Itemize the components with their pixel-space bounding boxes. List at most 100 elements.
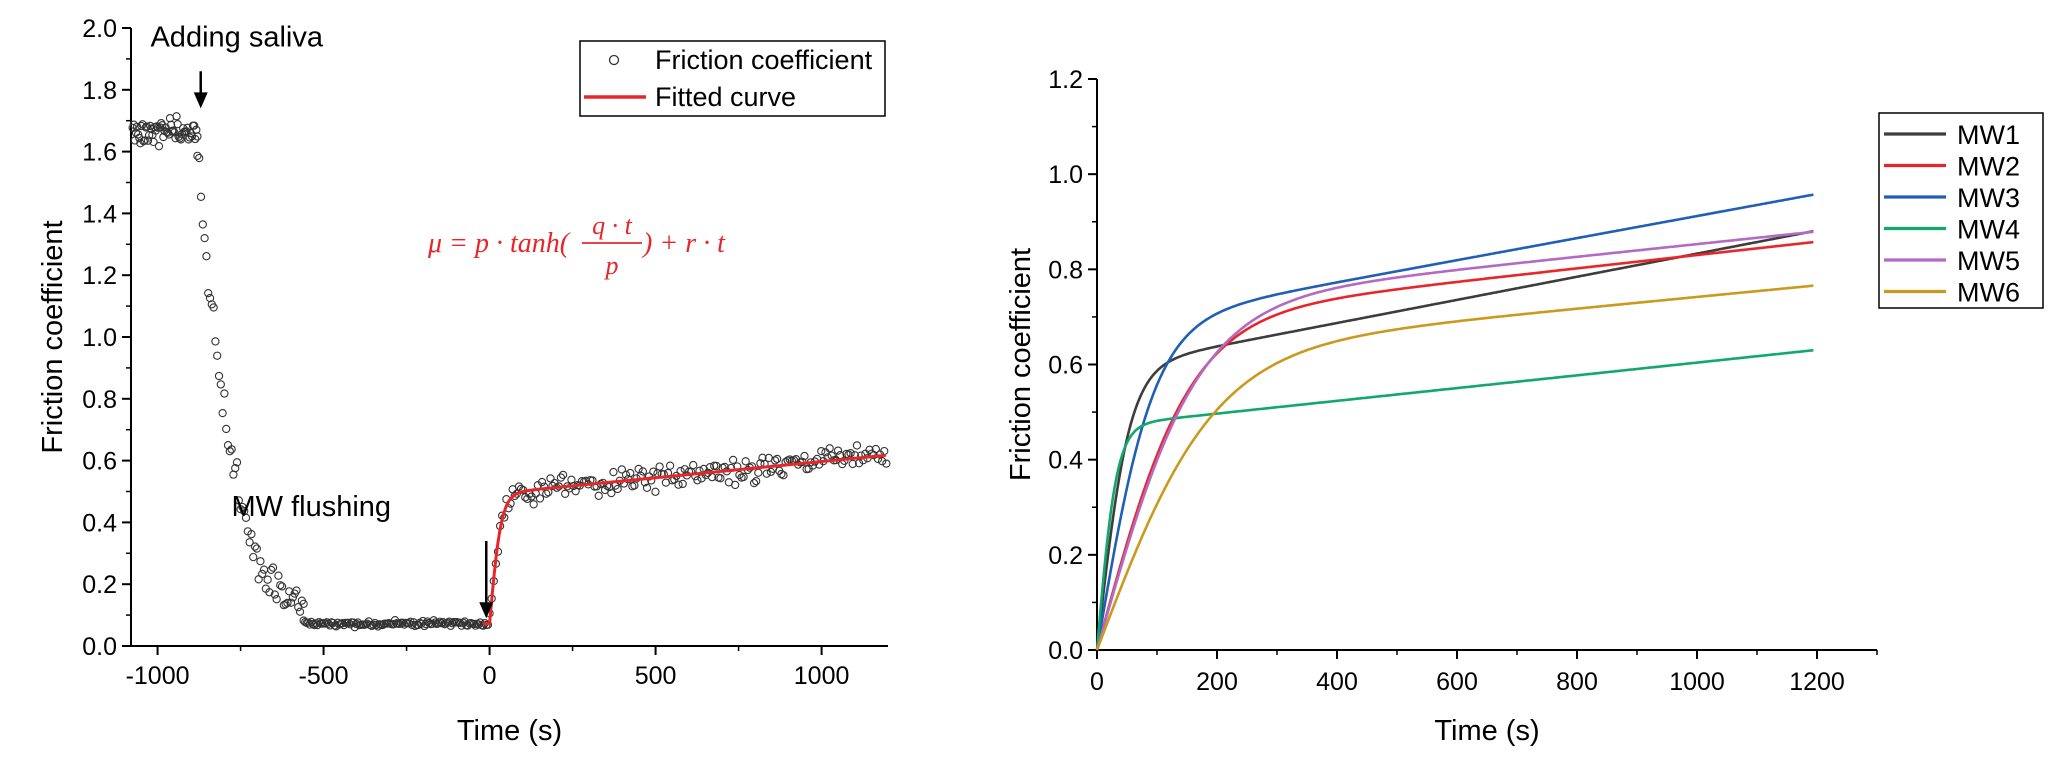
data-point [651, 487, 660, 496]
data-point [638, 467, 647, 476]
data-point [779, 471, 788, 480]
data-point [655, 462, 664, 471]
legend-label: MW3 [1957, 183, 2020, 213]
data-point [169, 126, 178, 135]
data-point [200, 233, 209, 243]
data-point [877, 457, 887, 466]
data-point [716, 474, 725, 483]
equation-prefix: μ = p · tanh( [427, 228, 571, 259]
data-point [157, 118, 166, 128]
data-point [607, 488, 616, 498]
data-point [292, 586, 301, 595]
y-tick-label: 2.0 [82, 15, 117, 43]
data-point [172, 112, 181, 121]
annotation-text: MW flushing [231, 491, 391, 523]
legend-marker-circle [608, 54, 620, 66]
data-point [882, 459, 891, 468]
data-point [232, 458, 242, 467]
x-tick-label: 800 [1556, 668, 1598, 696]
data-point [175, 134, 184, 143]
x-axis-label: Time (s) [457, 715, 562, 747]
y-tick-label: 1.8 [82, 77, 117, 105]
data-point [542, 489, 551, 498]
equation-denominator: p [604, 251, 619, 280]
y-tick-label: 1.0 [82, 324, 117, 352]
data-point [204, 288, 213, 298]
data-point [825, 444, 834, 453]
data-point [216, 380, 225, 389]
data-point [281, 600, 290, 609]
data-point [865, 445, 874, 454]
data-point [770, 456, 780, 465]
data-point [634, 464, 643, 474]
data-point [617, 465, 626, 474]
data-point [249, 552, 258, 562]
equation-numerator: q · t [592, 211, 633, 240]
data-point [848, 459, 857, 469]
data-point [871, 444, 880, 454]
data-point [218, 408, 227, 418]
data-point [288, 593, 297, 602]
data-point [754, 468, 763, 477]
data-point [527, 492, 536, 501]
data-point [649, 467, 658, 476]
legend-label: Fitted curve [655, 82, 796, 112]
data-point [272, 595, 281, 604]
data-point [189, 121, 199, 130]
data-point [747, 462, 757, 471]
data-point [546, 474, 555, 483]
y-tick-label: 0.0 [1048, 637, 1083, 665]
x-axis-label: Time (s) [1434, 715, 1539, 747]
x-tick-label: -1000 [126, 662, 190, 690]
data-point [196, 192, 206, 201]
data-point [344, 618, 353, 628]
data-point [299, 599, 308, 608]
data-point [247, 530, 256, 539]
data-point [173, 120, 182, 129]
series-line-mw1 [1095, 229, 1814, 651]
data-point [238, 502, 247, 512]
fitted-curve-line [482, 453, 887, 626]
left-chart: 0.0 0.2 0.4 0.6 0.8 1.0 1.2 1.4 1.6 1.8 2.0 -1000 -5… [37, 15, 891, 747]
data-point [258, 569, 267, 579]
data-point [256, 557, 265, 566]
series-line-mw6 [1095, 284, 1814, 651]
data-point [265, 588, 274, 597]
data-point [198, 220, 207, 229]
legend-box [1878, 112, 2044, 309]
series-line-mw5 [1095, 230, 1814, 651]
data-point [674, 480, 683, 489]
x-tick-label: 500 [635, 662, 677, 690]
series-line-mw4 [1095, 348, 1814, 651]
data-point [431, 618, 440, 627]
data-point [749, 478, 759, 488]
data-point [211, 337, 220, 346]
data-point [220, 389, 229, 398]
data-point [758, 453, 767, 462]
annotation-arrowhead [479, 602, 494, 619]
data-point [140, 136, 149, 145]
data-point [321, 619, 330, 628]
data-point [613, 484, 622, 494]
data-point [642, 483, 652, 493]
data-point [252, 544, 261, 553]
x-tick-label: 400 [1316, 668, 1358, 696]
data-point [626, 468, 635, 478]
data-point [308, 619, 318, 629]
data-point [529, 500, 538, 509]
data-point [752, 476, 761, 486]
x-tick-label: 1200 [1789, 668, 1845, 696]
data-point [558, 470, 568, 480]
data-point [535, 494, 545, 503]
data-point [537, 477, 547, 487]
data-point [154, 142, 164, 151]
data-point [689, 460, 698, 470]
data-point [181, 127, 190, 137]
legend-label: MW6 [1957, 278, 2020, 308]
data-point [202, 252, 211, 261]
data-point [182, 127, 191, 136]
data-point [678, 479, 687, 489]
annotation-arrowhead [193, 92, 208, 109]
data-point [295, 607, 305, 616]
